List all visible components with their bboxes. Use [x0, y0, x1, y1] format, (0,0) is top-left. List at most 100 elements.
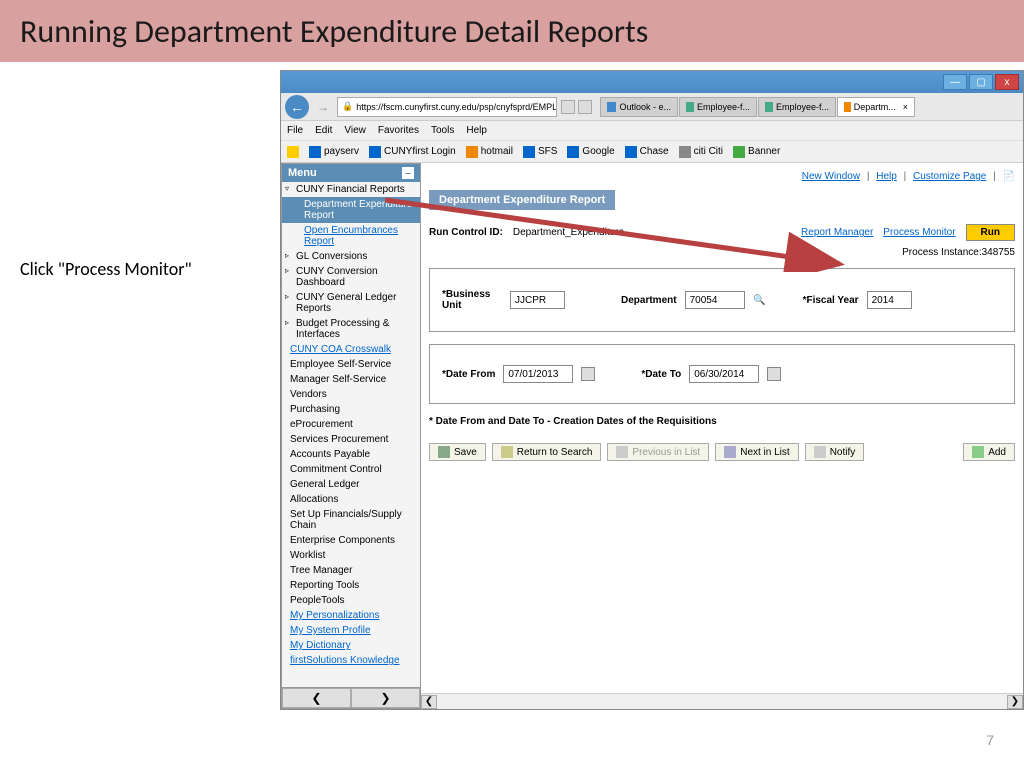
form-row-2: *Date From *Date To [442, 365, 1002, 383]
date-from-input[interactable] [503, 365, 573, 383]
menu-next-button[interactable]: ❯ [351, 688, 420, 708]
date-to-input[interactable] [689, 365, 759, 383]
next-icon [724, 446, 736, 458]
fav-hotmail[interactable]: hotmail [466, 146, 513, 158]
menu-manager-self[interactable]: Manager Self-Service [282, 372, 420, 387]
return-search-button[interactable]: Return to Search [492, 443, 602, 461]
minimize-button[interactable]: — [943, 74, 967, 90]
menu-my-personalizations[interactable]: My Personalizations [282, 608, 420, 623]
calendar-icon[interactable] [581, 367, 595, 381]
fav-sfs[interactable]: SFS [523, 146, 557, 158]
menu-eprocurement[interactable]: eProcurement [282, 417, 420, 432]
help-link[interactable]: Help [876, 171, 897, 182]
menu-edit[interactable]: Edit [315, 125, 332, 136]
menu-purchasing[interactable]: Purchasing [282, 402, 420, 417]
menu-allocations[interactable]: Allocations [282, 492, 420, 507]
horizontal-scrollbar[interactable]: ❮ ❯ [421, 693, 1023, 709]
tab-employee-1[interactable]: Employee-f... [679, 97, 757, 117]
http-icon[interactable]: 📄 [1003, 171, 1015, 182]
slide-title: Running Department Expenditure Detail Re… [20, 12, 648, 51]
fav-chase[interactable]: Chase [625, 146, 669, 158]
menu-tools[interactable]: Tools [431, 125, 454, 136]
menu-cuny-financial[interactable]: CUNY Financial Reports [282, 182, 420, 197]
menu-prev-button[interactable]: ❮ [282, 688, 351, 708]
department-input[interactable] [685, 291, 745, 309]
menu-coa-crosswalk[interactable]: CUNY COA Crosswalk [282, 342, 420, 357]
menu-my-dictionary[interactable]: My Dictionary [282, 638, 420, 653]
menu-dept-expenditure[interactable]: Department Expenditure Report [282, 197, 420, 223]
menu-accounts-payable[interactable]: Accounts Payable [282, 447, 420, 462]
menu-employee-self[interactable]: Employee Self-Service [282, 357, 420, 372]
url-input[interactable]: 🔒 https://fscm.cunyfirst.cuny.edu/psp/cn… [337, 97, 557, 117]
link-icon [523, 146, 535, 158]
run-control-label: Run Control ID: [429, 227, 503, 238]
menu-vendors[interactable]: Vendors [282, 387, 420, 402]
scroll-left-button[interactable]: ❮ [421, 695, 437, 709]
notify-button[interactable]: Notify [805, 443, 865, 461]
window-titlebar: — ▢ x [281, 71, 1023, 93]
lookup-icon[interactable]: 🔍 [753, 293, 767, 307]
link-icon [733, 146, 745, 158]
menu-firstsolutions[interactable]: firstSolutions Knowledge [282, 653, 420, 668]
fav-payserv[interactable]: payserv [309, 146, 359, 158]
url-icons [561, 100, 592, 114]
save-button[interactable]: Save [429, 443, 486, 461]
report-manager-link[interactable]: Report Manager [801, 227, 873, 238]
menu-setup-financials[interactable]: Set Up Financials/Supply Chain [282, 507, 420, 533]
menu-view[interactable]: View [344, 125, 366, 136]
stop-icon[interactable] [561, 100, 575, 114]
form-box-1: *Business Unit Department 🔍 *Fiscal Year [429, 268, 1015, 332]
menu-worklist[interactable]: Worklist [282, 548, 420, 563]
customize-page-link[interactable]: Customize Page [913, 171, 986, 182]
address-bar: ← → 🔒 https://fscm.cunyfirst.cuny.edu/ps… [281, 93, 1023, 121]
link-icon [625, 146, 637, 158]
scroll-right-button[interactable]: ❯ [1007, 695, 1023, 709]
fav-google[interactable]: Google [567, 146, 614, 158]
menu-open-encumbrances[interactable]: Open Encumbrances Report [282, 223, 420, 249]
fav-cunyfirst[interactable]: CUNYfirst Login [369, 146, 456, 158]
tab-department[interactable]: Departm...× [837, 97, 915, 117]
maximize-button[interactable]: ▢ [969, 74, 993, 90]
run-button[interactable]: Run [966, 224, 1015, 241]
menu-commitment-control[interactable]: Commitment Control [282, 462, 420, 477]
menu-budget-processing[interactable]: Budget Processing & Interfaces [282, 316, 420, 342]
calendar-icon[interactable] [767, 367, 781, 381]
menu-minimize-icon[interactable]: – [402, 167, 414, 179]
menu-general-ledger[interactable]: General Ledger [282, 477, 420, 492]
menu-peopletools[interactable]: PeopleTools [282, 593, 420, 608]
tab-employee-2[interactable]: Employee-f... [758, 97, 836, 117]
form-box-2: *Date From *Date To [429, 344, 1015, 404]
fav-citi[interactable]: citi Citi [679, 146, 723, 158]
forward-button[interactable]: → [313, 97, 333, 117]
menu-enterprise-components[interactable]: Enterprise Components [282, 533, 420, 548]
menu-help[interactable]: Help [466, 125, 487, 136]
fiscal-year-input[interactable] [867, 291, 912, 309]
menu-tree-manager[interactable]: Tree Manager [282, 563, 420, 578]
favorites-bar: payserv CUNYfirst Login hotmail SFS Goog… [281, 141, 1023, 163]
next-list-button[interactable]: Next in List [715, 443, 798, 461]
menu-reporting-tools[interactable]: Reporting Tools [282, 578, 420, 593]
fav-banner[interactable]: Banner [733, 146, 780, 158]
process-monitor-link[interactable]: Process Monitor [883, 227, 955, 238]
menu-cuny-conversion[interactable]: CUNY Conversion Dashboard [282, 264, 420, 290]
menu-gl-conversions[interactable]: GL Conversions [282, 249, 420, 264]
tab-close-icon[interactable]: × [903, 102, 908, 112]
menu-favorites[interactable]: Favorites [378, 125, 419, 136]
menu-file[interactable]: File [287, 125, 303, 136]
back-button[interactable]: ← [285, 95, 309, 119]
date-to-label: *Date To [641, 369, 681, 380]
top-links: New Window | Help | Customize Page | 📄 [429, 171, 1015, 182]
new-window-link[interactable]: New Window [802, 171, 860, 182]
close-button[interactable]: x [995, 74, 1019, 90]
menu-services-procurement[interactable]: Services Procurement [282, 432, 420, 447]
add-button[interactable]: Add [963, 443, 1015, 461]
refresh-icon[interactable] [578, 100, 592, 114]
menu-cuny-gl-reports[interactable]: CUNY General Ledger Reports [282, 290, 420, 316]
menu-my-system-profile[interactable]: My System Profile [282, 623, 420, 638]
favorites-star-icon[interactable] [287, 146, 299, 158]
tab-outlook[interactable]: Outlook - e... [600, 97, 678, 117]
previous-list-button[interactable]: Previous in List [607, 443, 709, 461]
business-unit-input[interactable] [510, 291, 565, 309]
add-icon [972, 446, 984, 458]
notify-icon [814, 446, 826, 458]
